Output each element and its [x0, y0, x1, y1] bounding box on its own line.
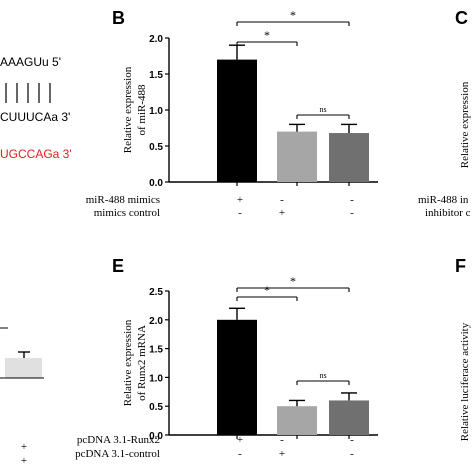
panel-f-ylabel: Relative luciferace activity — [459, 322, 471, 441]
significance-label: ns — [319, 105, 326, 114]
panel-c-row2: inhibitor c — [425, 207, 471, 219]
condition-mark: - — [350, 207, 354, 219]
y-tick-label: 0.0 — [149, 431, 163, 442]
significance-label: * — [290, 8, 296, 22]
condition-mark: - — [280, 434, 284, 446]
seq-top: AAAGUu 5' — [0, 55, 61, 69]
significance-label: * — [290, 274, 296, 288]
y-axis-label: of Runx2 mRNA — [136, 325, 148, 401]
condition-mark: + — [237, 194, 243, 206]
condition-mark: + — [237, 434, 243, 446]
condition-mark: + — [279, 207, 285, 219]
y-tick-label: 0.5 — [149, 142, 163, 153]
seq-red: UGCCAGa 3' — [0, 147, 72, 161]
y-tick-label: 1.0 — [149, 106, 163, 117]
bar — [217, 319, 257, 435]
condition-label: mimics control — [94, 207, 160, 219]
condition-mark: + — [279, 448, 285, 460]
y-axis-label: of miR-488 — [136, 84, 148, 136]
panel-d-mark-1: + — [21, 441, 27, 453]
y-axis-label: Relative expression — [122, 319, 134, 406]
y-tick-label: 0.5 — [149, 402, 163, 413]
panel-d-bar — [5, 358, 42, 378]
significance-label: ns — [319, 371, 326, 380]
panel-e-letter: E — [112, 256, 124, 276]
condition-mark: - — [280, 194, 284, 206]
bar — [329, 400, 369, 435]
y-tick-label: 2.0 — [149, 34, 163, 45]
condition-mark: - — [350, 194, 354, 206]
bar — [329, 133, 369, 182]
chart-b: 0.0 0.5 1.0 1.5 2.0 Relative expression of miR… — [86, 8, 378, 219]
condition-label: miR-488 mimics — [86, 194, 160, 206]
bar — [277, 131, 317, 182]
panel-b-letter: B — [112, 8, 125, 28]
y-tick-label: 1.5 — [149, 70, 163, 81]
panel-c-row1: miR-488 in — [418, 194, 469, 206]
condition-mark: - — [350, 434, 354, 446]
significance-label: * — [264, 283, 270, 297]
significance-label: * — [264, 28, 270, 42]
bar — [217, 59, 257, 182]
seq-mid: CUUUCAa 3' — [0, 110, 71, 124]
y-tick-label: 0.0 — [149, 178, 163, 189]
y-tick-label: 2.5 — [149, 287, 163, 298]
panel-c-ylabel: Relative expression — [459, 81, 471, 168]
condition-label: pcDNA 3.1-Runx2 — [77, 434, 160, 446]
panel-d-mark-2: + — [21, 455, 27, 467]
bar — [277, 406, 317, 435]
y-tick-label: 1.5 — [149, 345, 163, 356]
chart-e: 0.0 0.5 1.0 1.5 2.0 2.5 Relative expression of … — [75, 274, 378, 460]
condition-mark: - — [350, 448, 354, 460]
condition-mark: - — [238, 207, 242, 219]
condition-mark: - — [238, 448, 242, 460]
y-axis-label: Relative expression — [122, 66, 134, 153]
y-tick-label: 2.0 — [149, 316, 163, 327]
y-tick-label: 1.0 — [149, 373, 163, 384]
base-pair-lines — [5, 83, 51, 103]
panel-c-letter: C — [455, 8, 468, 28]
condition-label: pcDNA 3.1-control — [75, 448, 160, 460]
panel-f-letter: F — [455, 256, 466, 276]
